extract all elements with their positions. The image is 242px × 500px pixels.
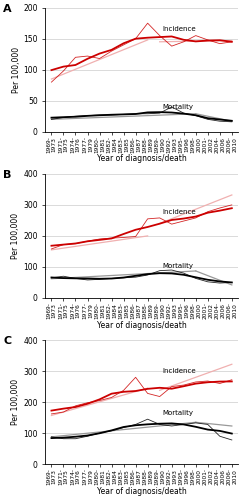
Text: Incidence: Incidence (162, 26, 196, 32)
Text: Mortality: Mortality (162, 410, 193, 416)
Y-axis label: Per 100,000: Per 100,000 (11, 213, 20, 259)
Text: Incidence: Incidence (162, 368, 196, 374)
Text: Mortality: Mortality (162, 104, 193, 110)
Text: Mortality: Mortality (162, 264, 193, 270)
Text: A: A (3, 4, 12, 14)
Text: C: C (3, 336, 11, 346)
Y-axis label: Per 100,000: Per 100,000 (11, 379, 20, 425)
X-axis label: Year of diagnosis/death: Year of diagnosis/death (97, 154, 187, 164)
Y-axis label: Per 100,000: Per 100,000 (12, 46, 21, 93)
Text: Incidence: Incidence (162, 209, 196, 215)
Text: B: B (3, 170, 11, 180)
X-axis label: Year of diagnosis/death: Year of diagnosis/death (97, 487, 187, 496)
X-axis label: Year of diagnosis/death: Year of diagnosis/death (97, 320, 187, 330)
